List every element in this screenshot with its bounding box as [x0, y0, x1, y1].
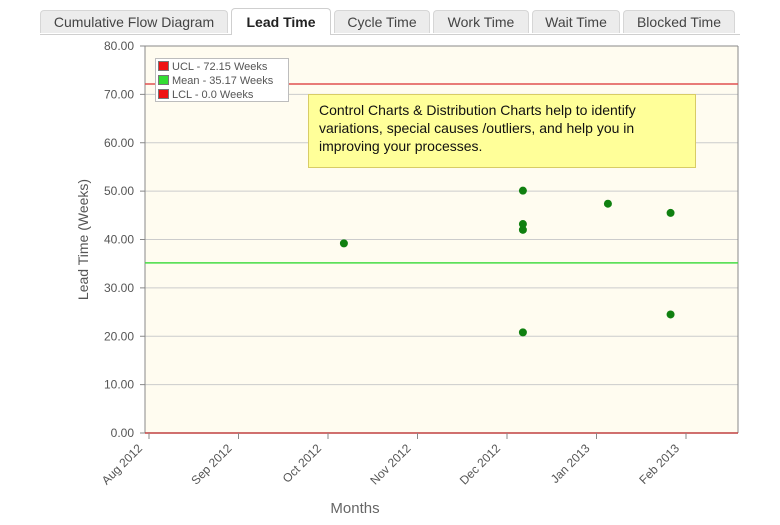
tab-work-time[interactable]: Work Time	[433, 10, 529, 33]
x-tick-label: Oct 2012	[280, 441, 325, 486]
data-point	[666, 310, 675, 319]
x-tick-label: Sep 2012	[188, 441, 234, 487]
x-axis-label: Months	[330, 500, 379, 517]
info-note: Control Charts & Distribution Charts hel…	[308, 94, 696, 168]
chart-tabs: Cumulative Flow Diagram Lead Time Cycle …	[40, 8, 740, 35]
y-tick-label: 70.00	[104, 87, 134, 101]
chart-legend: UCL - 72.15 Weeks Mean - 35.17 Weeks LCL…	[155, 58, 289, 102]
data-point	[518, 225, 527, 234]
x-tick-label: Feb 2013	[636, 441, 682, 487]
y-tick-label: 40.00	[104, 233, 134, 247]
legend-label-ucl: UCL - 72.15 Weeks	[172, 61, 268, 73]
data-point	[518, 328, 527, 337]
tab-cumulative-flow-diagram[interactable]: Cumulative Flow Diagram	[40, 10, 228, 33]
x-tick-label: Aug 2012	[99, 441, 145, 487]
y-tick-label: 50.00	[104, 184, 134, 198]
y-tick-label: 0.00	[111, 426, 135, 440]
tab-cycle-time[interactable]: Cycle Time	[334, 10, 430, 33]
legend-item-mean: Mean - 35.17 Weeks	[158, 74, 286, 88]
tab-blocked-time[interactable]: Blocked Time	[623, 10, 735, 33]
legend-item-ucl: UCL - 72.15 Weeks	[158, 60, 286, 74]
x-tick-label: Dec 2012	[457, 441, 503, 487]
y-tick-label: 80.00	[104, 39, 134, 53]
y-tick-label: 30.00	[104, 281, 134, 295]
legend-item-lcl: LCL - 0.0 Weeks	[158, 88, 286, 102]
x-tick-label: Jan 2013	[548, 441, 593, 486]
tab-lead-time[interactable]: Lead Time	[231, 8, 331, 35]
y-tick-label: 10.00	[104, 378, 134, 392]
legend-label-mean: Mean - 35.17 Weeks	[172, 75, 274, 87]
x-tick-label: Nov 2012	[367, 441, 413, 487]
y-axis-label: Lead Time (Weeks)	[75, 179, 91, 300]
tab-wait-time[interactable]: Wait Time	[532, 10, 620, 33]
data-point	[518, 220, 527, 229]
data-point	[666, 208, 675, 217]
data-point	[339, 239, 348, 248]
data-point	[518, 186, 527, 195]
legend-swatch-mean	[158, 75, 169, 85]
legend-swatch-ucl	[158, 61, 169, 71]
legend-swatch-lcl	[158, 89, 169, 99]
data-point	[603, 199, 612, 208]
y-tick-label: 60.00	[104, 136, 134, 150]
legend-label-lcl: LCL - 0.0 Weeks	[172, 89, 254, 101]
y-tick-label: 20.00	[104, 329, 134, 343]
